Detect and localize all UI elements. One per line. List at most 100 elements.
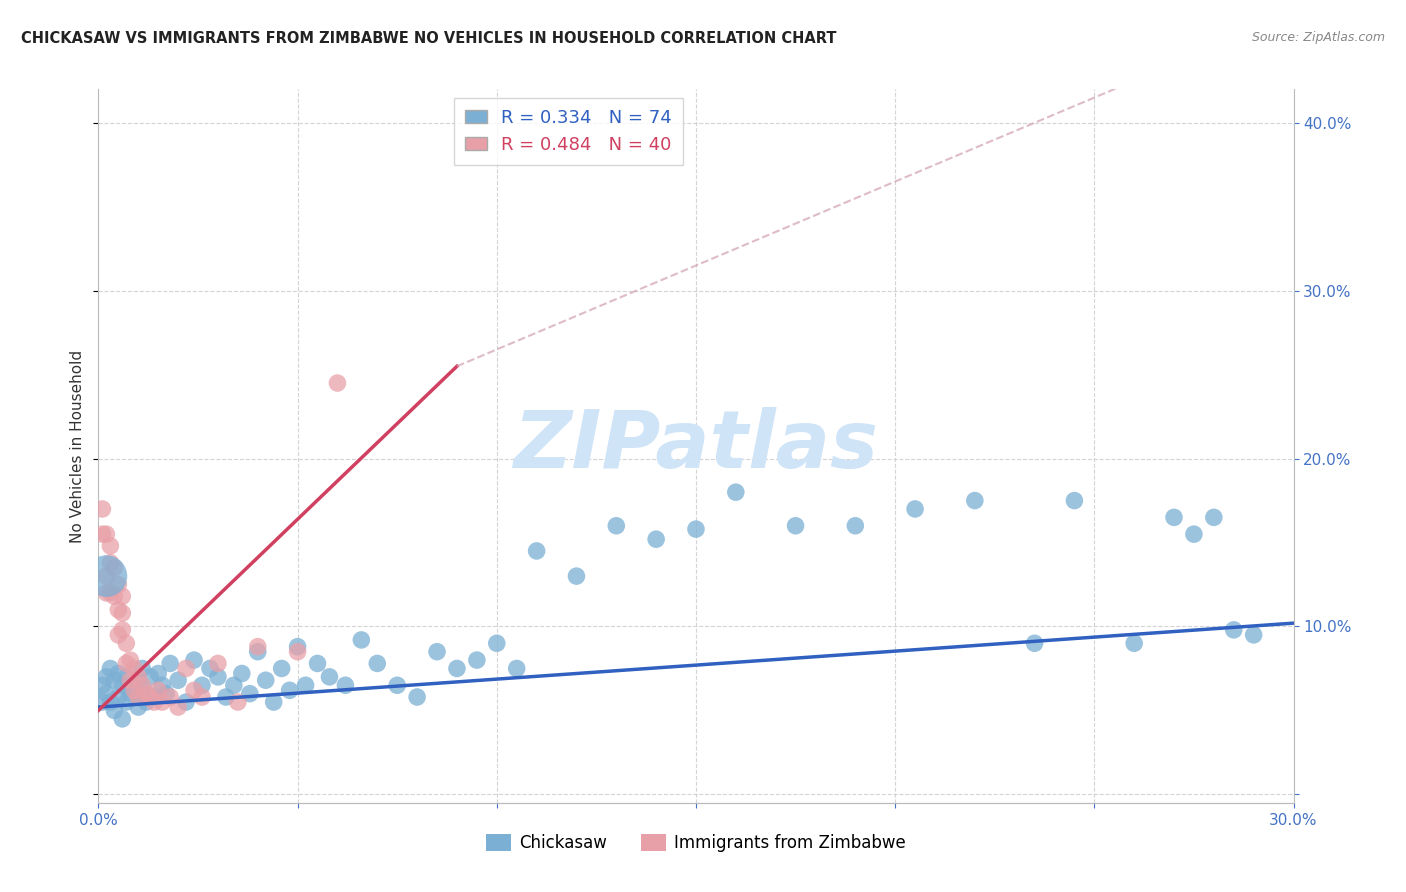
Point (91, 678, 114, 692)
Point (96, 586, 118, 600)
Point (326, 376, 349, 390)
Point (724, 485, 747, 500)
Point (143, 695, 166, 709)
Point (111, 712, 134, 726)
Point (131, 661, 153, 675)
Point (120, 687, 142, 701)
Point (107, 666, 129, 681)
Point (131, 678, 153, 692)
Point (150, 695, 173, 709)
Point (785, 518, 807, 533)
Point (1123, 636, 1146, 650)
Point (96, 670, 118, 684)
Point (1182, 527, 1205, 541)
Point (96, 687, 118, 701)
Point (191, 678, 214, 692)
Point (183, 683, 205, 698)
Y-axis label: No Vehicles in Household: No Vehicles in Household (70, 350, 86, 542)
Point (103, 703, 125, 717)
Point (98, 586, 122, 600)
Point (254, 673, 277, 688)
Point (111, 589, 134, 603)
Point (124, 681, 146, 696)
Point (963, 493, 986, 508)
Text: ZIPatlas: ZIPatlas (513, 407, 879, 485)
Point (426, 645, 449, 659)
Point (506, 661, 529, 675)
Point (270, 661, 292, 675)
Point (231, 666, 253, 681)
Point (120, 653, 142, 667)
Point (318, 670, 340, 684)
Point (446, 661, 468, 675)
Point (174, 695, 197, 709)
Point (645, 532, 668, 546)
Point (1163, 510, 1185, 524)
Point (1202, 510, 1225, 524)
Point (685, 522, 707, 536)
Point (127, 700, 149, 714)
Point (148, 666, 170, 681)
Point (263, 695, 285, 709)
Point (103, 673, 125, 688)
Point (526, 544, 548, 558)
Point (565, 569, 588, 583)
Point (96, 569, 118, 583)
Point (91, 695, 114, 709)
Point (135, 687, 157, 701)
Point (135, 687, 157, 701)
Point (135, 695, 157, 709)
Legend: Chickasaw, Immigrants from Zimbabwe: Chickasaw, Immigrants from Zimbabwe (479, 827, 912, 859)
Point (191, 690, 214, 704)
Point (111, 623, 134, 637)
Point (120, 673, 142, 688)
Point (287, 640, 309, 654)
Point (139, 670, 162, 684)
Point (605, 518, 627, 533)
Point (294, 678, 316, 692)
Point (148, 683, 170, 698)
Point (1063, 493, 1085, 508)
Point (844, 518, 866, 533)
Point (103, 589, 125, 603)
Point (96, 569, 118, 583)
Point (174, 661, 197, 675)
Point (485, 636, 508, 650)
Point (107, 628, 129, 642)
Point (366, 657, 388, 671)
Point (107, 577, 129, 591)
Point (159, 690, 181, 704)
Point (1223, 623, 1246, 637)
Point (127, 670, 149, 684)
Text: Source: ZipAtlas.com: Source: ZipAtlas.com (1251, 31, 1385, 45)
Point (307, 657, 329, 671)
Point (115, 636, 138, 650)
Point (111, 606, 134, 620)
Point (207, 670, 229, 684)
Point (222, 678, 245, 692)
Point (167, 700, 190, 714)
Point (246, 645, 269, 659)
Point (127, 673, 149, 688)
Point (115, 657, 138, 671)
Point (904, 502, 927, 516)
Point (287, 645, 309, 659)
Point (1243, 628, 1265, 642)
Point (111, 678, 134, 692)
Point (465, 653, 488, 667)
Point (124, 683, 146, 698)
Point (124, 661, 146, 675)
Point (278, 683, 301, 698)
Point (115, 695, 138, 709)
Point (98, 539, 122, 553)
Point (103, 560, 125, 574)
Point (96, 527, 118, 541)
Point (183, 653, 205, 667)
Point (198, 661, 221, 675)
Point (150, 678, 173, 692)
Point (159, 657, 181, 671)
Point (246, 640, 269, 654)
Text: CHICKASAW VS IMMIGRANTS FROM ZIMBABWE NO VEHICLES IN HOUSEHOLD CORRELATION CHART: CHICKASAW VS IMMIGRANTS FROM ZIMBABWE NO… (21, 31, 837, 46)
Point (239, 687, 262, 701)
Point (1024, 636, 1046, 650)
